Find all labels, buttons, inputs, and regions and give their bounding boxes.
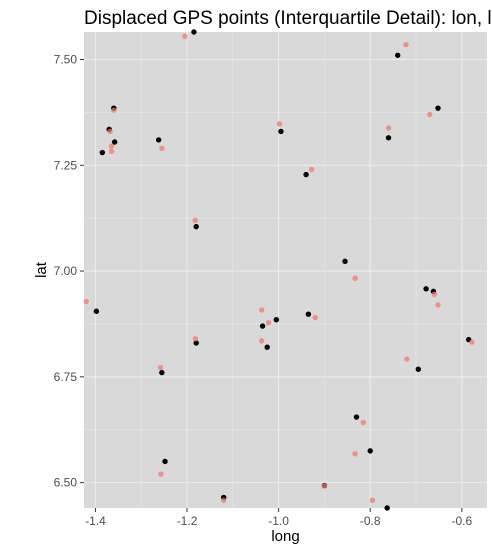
displaced-point — [220, 497, 227, 504]
x-tick-label: -0.8 — [360, 514, 381, 528]
displaced-point — [83, 298, 89, 305]
gridlines — [84, 32, 487, 508]
displaced-point — [469, 339, 475, 345]
chart-title: Displaced GPS points (Interquartile Deta… — [84, 8, 492, 29]
displaced-point — [111, 107, 117, 113]
original-point — [435, 105, 441, 111]
original-point — [273, 317, 280, 323]
data-points — [83, 29, 475, 511]
displaced-point — [404, 356, 410, 362]
original-point — [394, 52, 401, 58]
original-point — [259, 323, 266, 329]
original-point — [193, 223, 199, 230]
y-axis-title: lat — [33, 261, 50, 278]
displaced-point — [157, 364, 164, 371]
original-point — [264, 344, 270, 350]
displaced-point — [107, 128, 113, 135]
original-point — [278, 128, 284, 135]
original-point — [162, 458, 168, 465]
x-axis: -1.4 -1.2 -1.0 -0.8 -0.6 — [85, 508, 472, 528]
y-tick-label: 7.50 — [54, 53, 78, 67]
original-point — [305, 311, 312, 317]
y-tick-label: 6.75 — [54, 370, 78, 384]
displaced-point — [192, 336, 198, 342]
original-point — [193, 340, 199, 346]
displaced-point — [265, 319, 272, 326]
y-tick-label: 6.50 — [54, 476, 78, 490]
displaced-point — [385, 125, 392, 131]
original-point — [385, 135, 392, 141]
displaced-point — [108, 143, 115, 149]
displaced-point — [369, 497, 376, 504]
displaced-point — [435, 302, 441, 308]
y-axis: 6.50 6.75 7.00 7.25 7.50 — [54, 53, 84, 490]
plot-panel — [84, 32, 487, 508]
displaced-point — [158, 471, 164, 477]
displaced-point — [321, 483, 328, 489]
original-point — [367, 448, 373, 454]
x-tick-label: -0.6 — [451, 514, 472, 528]
original-point — [384, 505, 390, 511]
displaced-point — [108, 148, 115, 155]
displaced-point — [431, 291, 438, 298]
displaced-point — [182, 33, 188, 39]
displaced-point — [312, 314, 318, 321]
x-tick-label: -1.2 — [177, 514, 198, 528]
displaced-point — [427, 111, 433, 118]
displaced-point — [403, 41, 409, 48]
original-point — [342, 258, 348, 265]
x-tick-label: -1.0 — [268, 514, 289, 528]
y-tick-label: 7.00 — [54, 264, 78, 278]
original-point — [93, 308, 100, 314]
y-tick-label: 7.25 — [54, 158, 78, 172]
original-point — [99, 149, 106, 156]
displaced-point — [258, 307, 265, 313]
displaced-point — [276, 121, 283, 127]
original-point — [155, 137, 162, 143]
original-point — [159, 369, 165, 376]
displaced-point — [159, 145, 165, 152]
displaced-point — [192, 217, 198, 223]
original-point — [191, 29, 197, 35]
original-point — [423, 286, 429, 292]
displaced-point — [258, 338, 265, 344]
x-axis-title: long — [271, 528, 299, 545]
original-point — [303, 171, 309, 178]
original-point — [353, 414, 360, 420]
original-point — [111, 139, 118, 145]
displaced-point — [360, 419, 367, 426]
displaced-point — [352, 451, 358, 457]
original-point — [415, 366, 422, 372]
x-tick-label: -1.4 — [85, 514, 106, 528]
displaced-point — [352, 275, 358, 281]
displaced-point — [308, 166, 315, 173]
